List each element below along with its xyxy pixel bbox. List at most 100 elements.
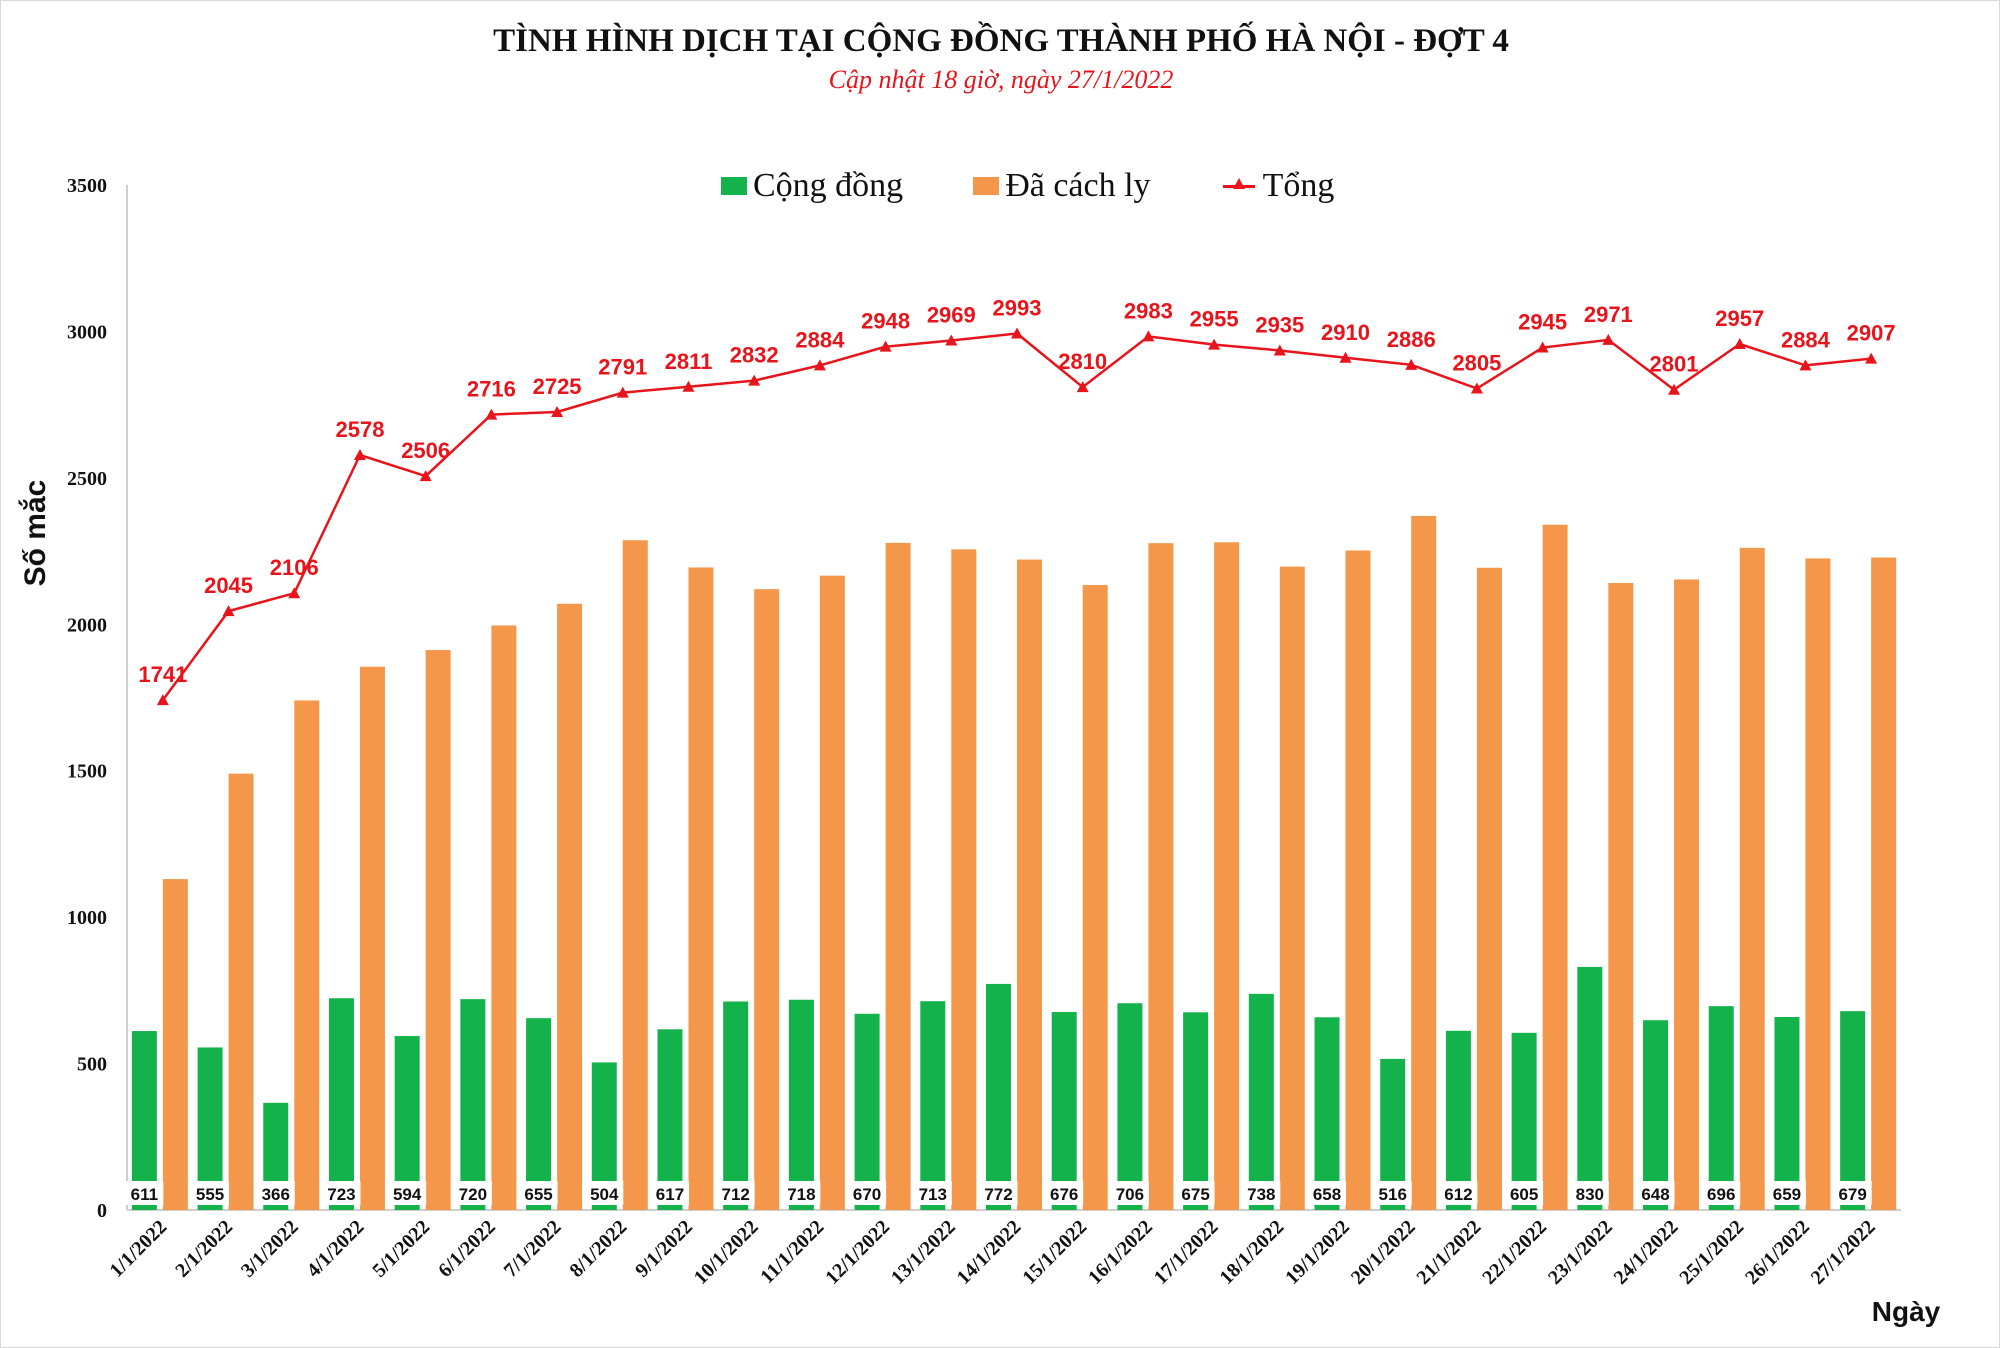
data-label-community: 713	[919, 1185, 947, 1204]
data-label-community: 675	[1181, 1185, 1209, 1204]
bar-isolated	[1740, 548, 1765, 1210]
x-tick-label: 4/1/2022	[303, 1216, 369, 1282]
x-tick-label: 26/1/2022	[1741, 1216, 1814, 1289]
data-label-community: 612	[1444, 1185, 1472, 1204]
data-label-community: 720	[459, 1185, 487, 1204]
marker-total	[1734, 338, 1746, 349]
bar-isolated	[1083, 585, 1108, 1210]
data-label-total: 2791	[598, 355, 647, 380]
bar-community	[789, 1000, 814, 1210]
x-tick-label: 25/1/2022	[1675, 1216, 1748, 1289]
data-label-community: 516	[1379, 1185, 1407, 1204]
data-label-total: 2106	[270, 555, 319, 580]
y-tick-label: 0	[97, 1200, 107, 1222]
marker-total	[354, 449, 366, 460]
x-tick-label: 19/1/2022	[1281, 1216, 1354, 1289]
data-label-total: 1741	[138, 662, 187, 687]
data-label-community: 830	[1576, 1185, 1604, 1204]
y-tick-label: 1000	[67, 907, 107, 929]
y-axis-title: Số mắc	[18, 480, 52, 587]
x-axis-title: Ngày	[1872, 1296, 1941, 1327]
bar-community	[1840, 1011, 1865, 1210]
bar-isolated	[163, 879, 188, 1210]
data-label-community: 718	[787, 1185, 815, 1204]
data-label-community: 366	[262, 1185, 290, 1204]
data-label-total: 2884	[795, 327, 845, 352]
bar-isolated	[623, 540, 648, 1210]
bar-isolated	[1214, 542, 1239, 1210]
bar-community	[1577, 967, 1602, 1210]
x-tick-label: 21/1/2022	[1413, 1216, 1486, 1289]
bar-isolated	[1411, 516, 1436, 1210]
x-tick-label: 1/1/2022	[106, 1216, 172, 1282]
bar-isolated	[294, 700, 319, 1210]
bar-community	[855, 1014, 880, 1210]
bar-isolated	[951, 549, 976, 1210]
data-label-community: 648	[1641, 1185, 1669, 1204]
data-label-community: 611	[131, 1185, 158, 1204]
bar-isolated	[1017, 560, 1042, 1210]
bar-isolated	[557, 604, 582, 1210]
x-tick-label: 2/1/2022	[171, 1216, 237, 1282]
bar-community	[1183, 1012, 1208, 1210]
data-label-total: 2957	[1715, 306, 1764, 331]
x-tick-label: 9/1/2022	[631, 1216, 697, 1282]
bar-isolated	[229, 774, 254, 1210]
bar-isolated	[1674, 579, 1699, 1210]
bar-isolated	[491, 625, 516, 1210]
x-tick-label: 10/1/2022	[690, 1216, 763, 1289]
y-tick-label: 3000	[67, 321, 107, 343]
data-label-community: 723	[327, 1185, 355, 1204]
x-tick-label: 7/1/2022	[500, 1216, 566, 1282]
data-label-total: 2971	[1584, 302, 1633, 327]
data-label-total: 2993	[993, 295, 1042, 320]
data-label-community: 696	[1707, 1185, 1735, 1204]
bar-community	[329, 998, 354, 1210]
data-label-total: 2811	[665, 349, 713, 374]
data-label-total: 2955	[1190, 307, 1239, 332]
x-tick-label: 17/1/2022	[1150, 1216, 1223, 1289]
data-label-total: 2716	[467, 377, 516, 402]
data-label-total: 2725	[533, 374, 582, 399]
x-tick-label: 23/1/2022	[1544, 1216, 1617, 1289]
x-tick-label: 12/1/2022	[821, 1216, 894, 1289]
bar-community	[1117, 1003, 1142, 1210]
y-tick-label: 2500	[67, 468, 107, 490]
data-label-community: 670	[853, 1185, 881, 1204]
x-tick-label: 14/1/2022	[953, 1216, 1026, 1289]
data-label-total: 2969	[927, 303, 976, 328]
x-tick-label: 27/1/2022	[1807, 1216, 1880, 1289]
x-tick-label: 5/1/2022	[368, 1216, 434, 1282]
bar-community	[920, 1001, 945, 1210]
data-label-total: 2506	[401, 438, 450, 463]
data-label-community: 738	[1247, 1185, 1275, 1204]
data-label-community: 594	[393, 1185, 422, 1204]
data-label-total: 2801	[1650, 352, 1699, 377]
x-tick-label: 22/1/2022	[1478, 1216, 1551, 1289]
x-tick-label: 16/1/2022	[1084, 1216, 1157, 1289]
y-tick-label: 500	[77, 1054, 107, 1076]
bar-isolated	[1346, 550, 1371, 1210]
x-tick-label: 18/1/2022	[1215, 1216, 1288, 1289]
bar-isolated	[1871, 558, 1896, 1210]
bar-isolated	[1280, 567, 1305, 1210]
data-label-total: 2886	[1387, 327, 1436, 352]
bar-isolated	[886, 543, 911, 1210]
data-label-community: 658	[1313, 1185, 1341, 1204]
x-tick-label: 8/1/2022	[565, 1216, 631, 1282]
bar-isolated	[426, 650, 451, 1210]
x-tick-label: 11/1/2022	[756, 1216, 828, 1288]
data-label-community: 676	[1050, 1185, 1078, 1204]
marker-total	[288, 587, 300, 598]
x-tick-label: 20/1/2022	[1347, 1216, 1420, 1289]
x-tick-label: 15/1/2022	[1018, 1216, 1091, 1289]
bar-isolated	[1148, 543, 1173, 1210]
data-label-total: 2910	[1321, 320, 1370, 345]
x-tick-label: 13/1/2022	[887, 1216, 960, 1289]
x-tick-label: 24/1/2022	[1610, 1216, 1683, 1289]
data-label-total: 2045	[204, 573, 253, 598]
data-label-total: 2983	[1124, 298, 1173, 323]
bar-isolated	[1805, 558, 1830, 1210]
data-label-total: 2948	[861, 309, 910, 334]
bar-isolated	[1477, 568, 1502, 1210]
